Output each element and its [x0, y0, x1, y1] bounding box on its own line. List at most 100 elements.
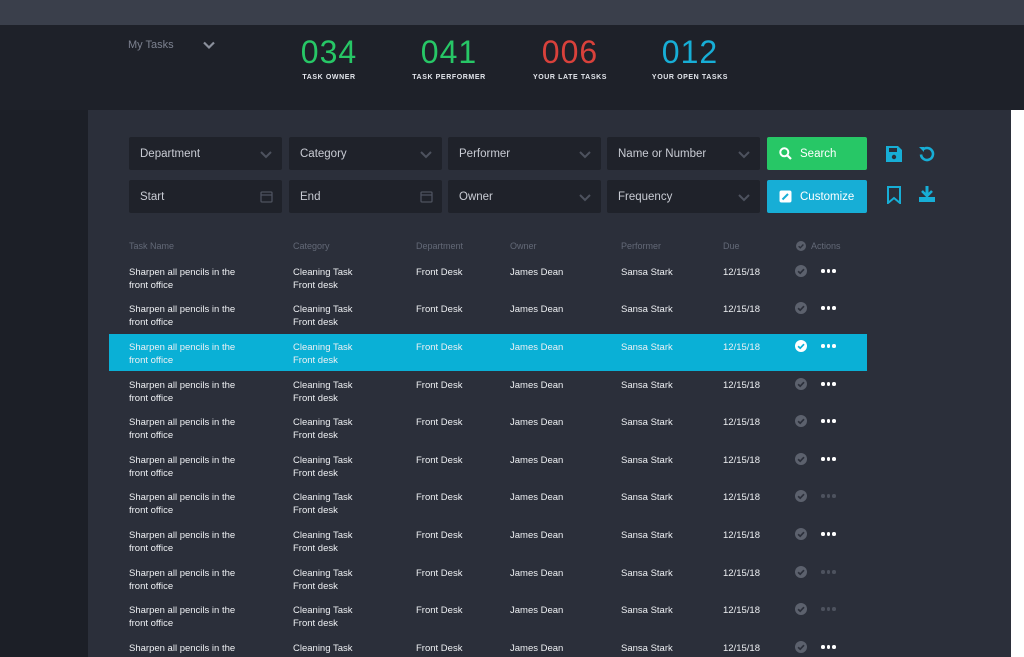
more-actions-icon[interactable] — [821, 570, 837, 574]
check-circle-icon[interactable] — [795, 453, 807, 465]
start-placeholder: Start — [140, 190, 165, 203]
task-name-cell-line1: Sharpen all pencils in the — [129, 530, 236, 541]
start-date-field[interactable]: Start — [129, 180, 282, 213]
performer-cell: Sansa Stark — [621, 416, 673, 429]
check-circle-icon[interactable] — [795, 528, 807, 540]
table-row[interactable]: Sharpen all pencils in the front office Cl… — [109, 372, 867, 409]
department-cell: Front Desk — [416, 642, 462, 655]
table-row[interactable]: Sharpen all pencils in the front office Cl… — [109, 597, 867, 634]
performer-cell: Sansa Stark — [621, 642, 673, 655]
more-actions-icon[interactable] — [821, 645, 837, 649]
owner-cell: James Dean — [510, 379, 563, 392]
check-circle-icon[interactable] — [795, 415, 807, 427]
table-row[interactable]: Sharpen all pencils in the front office Cl… — [109, 296, 867, 333]
check-circle-icon[interactable] — [795, 340, 807, 352]
more-actions-icon[interactable] — [821, 382, 837, 386]
performer-select[interactable]: Performer — [448, 137, 601, 170]
frequency-select[interactable]: Frequency — [607, 180, 760, 213]
download-icon[interactable] — [918, 185, 936, 203]
task-name-cell-line1: Sharpen all pencils in the — [129, 304, 236, 315]
category-cell-line1: Cleaning Task — [293, 455, 353, 466]
check-circle-icon[interactable] — [795, 566, 807, 578]
my-tasks-dropdown[interactable]: My Tasks — [128, 39, 215, 51]
more-actions-icon[interactable] — [821, 532, 837, 536]
category-cell: Cleaning Task Front desk — [293, 454, 353, 480]
column-header-task-name[interactable]: Task Name — [129, 241, 175, 251]
stat-task-performer[interactable]: 041 TASK PERFORMER — [394, 34, 504, 81]
bookmark-icon[interactable] — [885, 186, 903, 204]
category-cell: Cleaning Task Front desk — [293, 567, 353, 593]
owner-cell-line1: James Dean — [510, 267, 564, 278]
due-cell-line1: 12/15/18 — [723, 417, 760, 428]
more-actions-icon[interactable] — [821, 607, 837, 611]
stat-task-owner[interactable]: 034 TASK OWNER — [274, 34, 384, 81]
table-row[interactable]: Sharpen all pencils in the front office Cl… — [109, 522, 867, 559]
search-icon — [779, 147, 792, 160]
table-row[interactable]: Sharpen all pencils in the Cleaning Task F… — [109, 635, 867, 657]
department-cell-line1: Front Desk — [416, 342, 463, 353]
owner-select[interactable]: Owner — [448, 180, 601, 213]
task-name-cell-line2: front office — [129, 430, 174, 441]
due-cell: 12/15/18 — [723, 379, 760, 392]
my-tasks-label: My Tasks — [128, 39, 174, 51]
more-actions-icon[interactable] — [821, 269, 837, 273]
department-cell: Front Desk — [416, 567, 462, 580]
more-actions-icon[interactable] — [821, 344, 837, 348]
more-actions-icon[interactable] — [821, 306, 837, 310]
department-cell: Front Desk — [416, 416, 462, 429]
table-row[interactable]: Sharpen all pencils in the front office Cl… — [109, 259, 867, 296]
due-cell: 12/15/18 — [723, 341, 760, 354]
column-header-category[interactable]: Category — [293, 241, 330, 251]
owner-cell-line1: James Dean — [510, 643, 564, 654]
task-name-cell: Sharpen all pencils in the front office — [129, 567, 235, 593]
department-cell: Front Desk — [416, 341, 462, 354]
check-circle-icon[interactable] — [795, 641, 807, 653]
save-icon[interactable] — [885, 145, 903, 163]
column-header-department[interactable]: Department — [416, 241, 464, 251]
check-circle-icon[interactable] — [795, 603, 807, 615]
stat-late-tasks[interactable]: 006 YOUR LATE TASKS — [515, 34, 625, 81]
column-header-owner[interactable]: Owner — [510, 241, 537, 251]
end-date-field[interactable]: End — [289, 180, 442, 213]
task-name-cell-line2: front office — [129, 618, 174, 629]
department-select[interactable]: Department — [129, 137, 282, 170]
more-actions-icon[interactable] — [821, 457, 837, 461]
category-cell-line2: Front desk — [293, 581, 338, 592]
check-circle-icon[interactable] — [795, 378, 807, 390]
more-actions-icon[interactable] — [821, 419, 837, 423]
column-header-due[interactable]: Due — [723, 241, 740, 251]
right-edge — [1011, 110, 1024, 657]
table-row[interactable]: Sharpen all pencils in the front office Cl… — [109, 409, 867, 446]
more-actions-icon[interactable] — [821, 494, 837, 498]
check-circle-icon[interactable] — [795, 265, 807, 277]
check-circle-icon[interactable] — [795, 490, 807, 502]
table-row[interactable]: Sharpen all pencils in the front office Cl… — [109, 447, 867, 484]
department-placeholder: Department — [140, 147, 201, 160]
name-or-number-select[interactable]: Name or Number — [607, 137, 760, 170]
category-cell-line1: Cleaning Task — [293, 380, 353, 391]
stat-value: 006 — [541, 34, 599, 70]
category-cell-line1: Cleaning Task — [293, 568, 353, 579]
performer-cell-line1: Sansa Stark — [621, 267, 673, 278]
task-name-cell-line2: front office — [129, 393, 174, 404]
table-row[interactable]: Sharpen all pencils in the front office Cl… — [109, 484, 867, 521]
stat-open-tasks[interactable]: 012 YOUR OPEN TASKS — [635, 34, 745, 81]
undo-icon[interactable] — [918, 145, 936, 163]
task-name-cell-line2: front office — [129, 355, 174, 366]
category-cell-line1: Cleaning Task — [293, 342, 353, 353]
owner-cell-line1: James Dean — [510, 304, 564, 315]
category-cell-line2: Front desk — [293, 317, 338, 328]
department-cell: Front Desk — [416, 491, 462, 504]
table-row[interactable]: Sharpen all pencils in the front office Cl… — [109, 334, 867, 371]
customize-button[interactable]: Customize — [767, 180, 867, 213]
category-select[interactable]: Category — [289, 137, 442, 170]
column-header-performer[interactable]: Performer — [621, 241, 662, 251]
category-cell-line1: Cleaning Task — [293, 530, 353, 541]
performer-cell: Sansa Stark — [621, 491, 673, 504]
check-circle-icon[interactable] — [795, 302, 807, 314]
stat-label: TASK OWNER — [302, 74, 356, 81]
due-cell: 12/15/18 — [723, 529, 760, 542]
search-button[interactable]: Search — [767, 137, 867, 170]
due-cell-line1: 12/15/18 — [723, 643, 760, 654]
table-row[interactable]: Sharpen all pencils in the front office Cl… — [109, 560, 867, 597]
